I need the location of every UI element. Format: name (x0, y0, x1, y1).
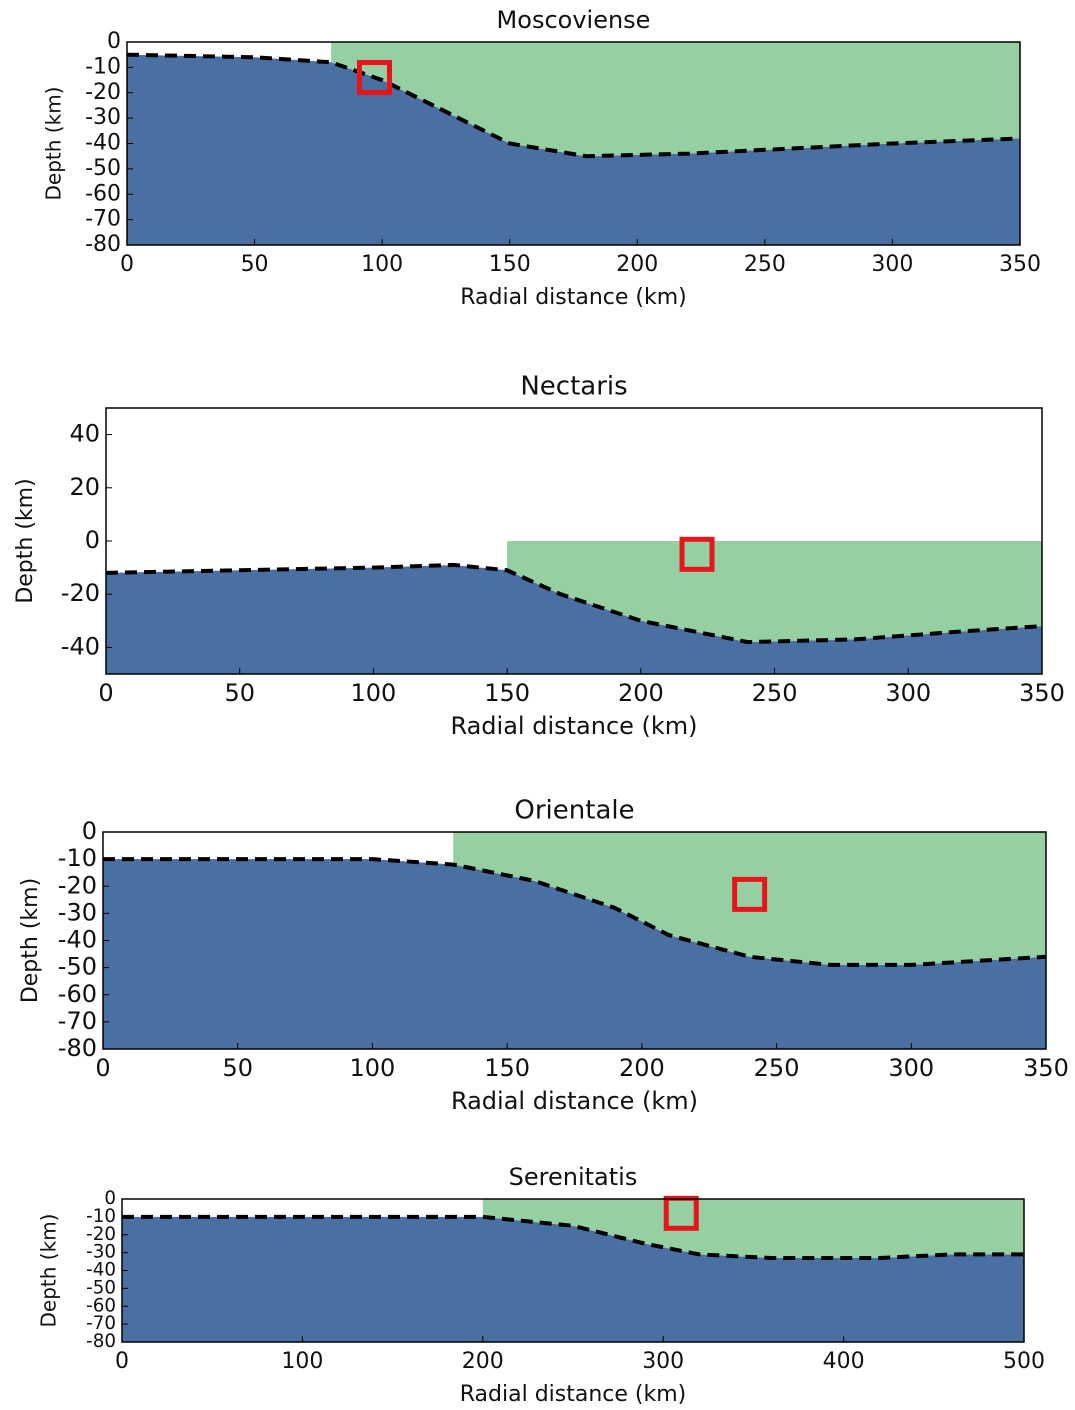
x-tick-label: 300 (885, 679, 931, 707)
crust-fill (453, 832, 1046, 965)
x-axis-label: Radial distance (km) (451, 1087, 698, 1115)
x-tick-label: 100 (361, 252, 403, 277)
mantle-fill (127, 54, 1020, 245)
x-tick-label: 200 (618, 679, 664, 707)
x-tick-label: 50 (222, 1054, 253, 1082)
y-tick-label: -40 (58, 926, 97, 954)
y-tick-label: -70 (58, 1007, 97, 1035)
chart-title: Moscoviense (497, 6, 651, 34)
x-tick-label: 150 (484, 1054, 530, 1082)
y-tick-label: -40 (61, 632, 100, 660)
y-tick-label: 20 (69, 473, 100, 501)
x-axis-label: Radial distance (km) (450, 712, 697, 740)
crust-fill (482, 1199, 1024, 1258)
x-tick-label: 0 (115, 1349, 129, 1374)
crust-fill (331, 42, 1021, 157)
x-axis-label: Radial distance (km) (460, 1382, 687, 1407)
dashed-line (105, 562, 1043, 645)
x-tick-label: 50 (241, 252, 269, 277)
dashed-line (126, 52, 1021, 159)
y-tick-label: -20 (58, 871, 97, 899)
y-tick-label: -30 (86, 1242, 116, 1263)
x-tick-label: 150 (489, 252, 531, 277)
x-tick-label: 200 (462, 1349, 504, 1374)
y-tick-label: -30 (85, 105, 121, 130)
x-tick-label: 0 (120, 252, 134, 277)
x-tick-label: 350 (1023, 1054, 1069, 1082)
x-tick-label: 400 (823, 1349, 865, 1374)
x-tick-label: 300 (871, 252, 913, 277)
x-axis-label: Radial distance (km) (460, 285, 687, 310)
x-tick-label: 200 (619, 1054, 665, 1082)
x-tick-label: 0 (95, 1054, 110, 1082)
x-tick-label: 0 (98, 679, 113, 707)
dashed-line (122, 1214, 1024, 1260)
y-tick-label: -60 (58, 980, 97, 1008)
x-tick-label: 300 (642, 1349, 684, 1374)
y-tick-label: -80 (58, 1034, 97, 1062)
y-tick-label: -10 (58, 844, 97, 872)
y-axis-label: Depth (km) (42, 87, 66, 201)
y-tick-label: -50 (58, 953, 97, 981)
x-tick-label: 100 (351, 679, 397, 707)
x-tick-label: 100 (281, 1349, 323, 1374)
y-axis-label: Depth (km) (18, 878, 43, 1003)
y-tick-label: -70 (86, 1313, 116, 1334)
y-tick-label: -40 (85, 131, 121, 156)
chart-title: Orientale (514, 796, 634, 826)
y-tick-label: 0 (104, 1188, 116, 1209)
y-tick-label: -80 (85, 232, 121, 257)
x-tick-label: 350 (1019, 679, 1065, 707)
y-axis-label: Depth (km) (37, 1214, 61, 1328)
chart-title: Serenitatis (509, 1163, 638, 1191)
y-tick-label: 40 (69, 420, 100, 448)
y-tick-label: -80 (86, 1331, 116, 1352)
x-tick-label: 100 (350, 1054, 396, 1082)
x-tick-label: 500 (1003, 1349, 1045, 1374)
x-tick-label: 150 (484, 679, 530, 707)
y-tick-label: -30 (58, 898, 97, 926)
x-tick-label: 200 (616, 252, 658, 277)
y-tick-label: -70 (85, 207, 121, 232)
y-tick-label: -10 (86, 1206, 116, 1227)
x-tick-label: 250 (752, 679, 798, 707)
y-tick-label: -60 (85, 181, 121, 206)
y-tick-label: -20 (85, 80, 121, 105)
x-tick-label: 250 (754, 1054, 800, 1082)
marker-square (679, 536, 715, 572)
mantle-fill (106, 564, 1042, 674)
x-tick-label: 250 (744, 252, 786, 277)
y-tick-label: 0 (107, 29, 121, 54)
mantle-fill (122, 1216, 1024, 1342)
marker-square (356, 60, 392, 96)
crust-fill (507, 541, 1043, 643)
y-tick-label: -60 (86, 1295, 116, 1316)
dashed-line (103, 857, 1047, 967)
chart-title: Nectaris (520, 372, 627, 402)
y-tick-label: -40 (86, 1260, 116, 1281)
x-tick-label: 300 (888, 1054, 934, 1082)
x-tick-label: 350 (999, 252, 1041, 277)
y-tick-label: -20 (61, 579, 100, 607)
y-tick-label: -10 (85, 54, 121, 79)
mantle-fill (103, 859, 1046, 1049)
y-tick-label: -50 (85, 156, 121, 181)
y-tick-label: -50 (86, 1277, 116, 1298)
y-tick-label: 0 (85, 526, 100, 554)
x-tick-label: 50 (224, 679, 255, 707)
y-tick-label: 0 (82, 817, 97, 845)
y-axis-label: Depth (km) (13, 478, 38, 603)
marker-square (732, 876, 768, 912)
y-tick-label: -20 (86, 1224, 116, 1245)
